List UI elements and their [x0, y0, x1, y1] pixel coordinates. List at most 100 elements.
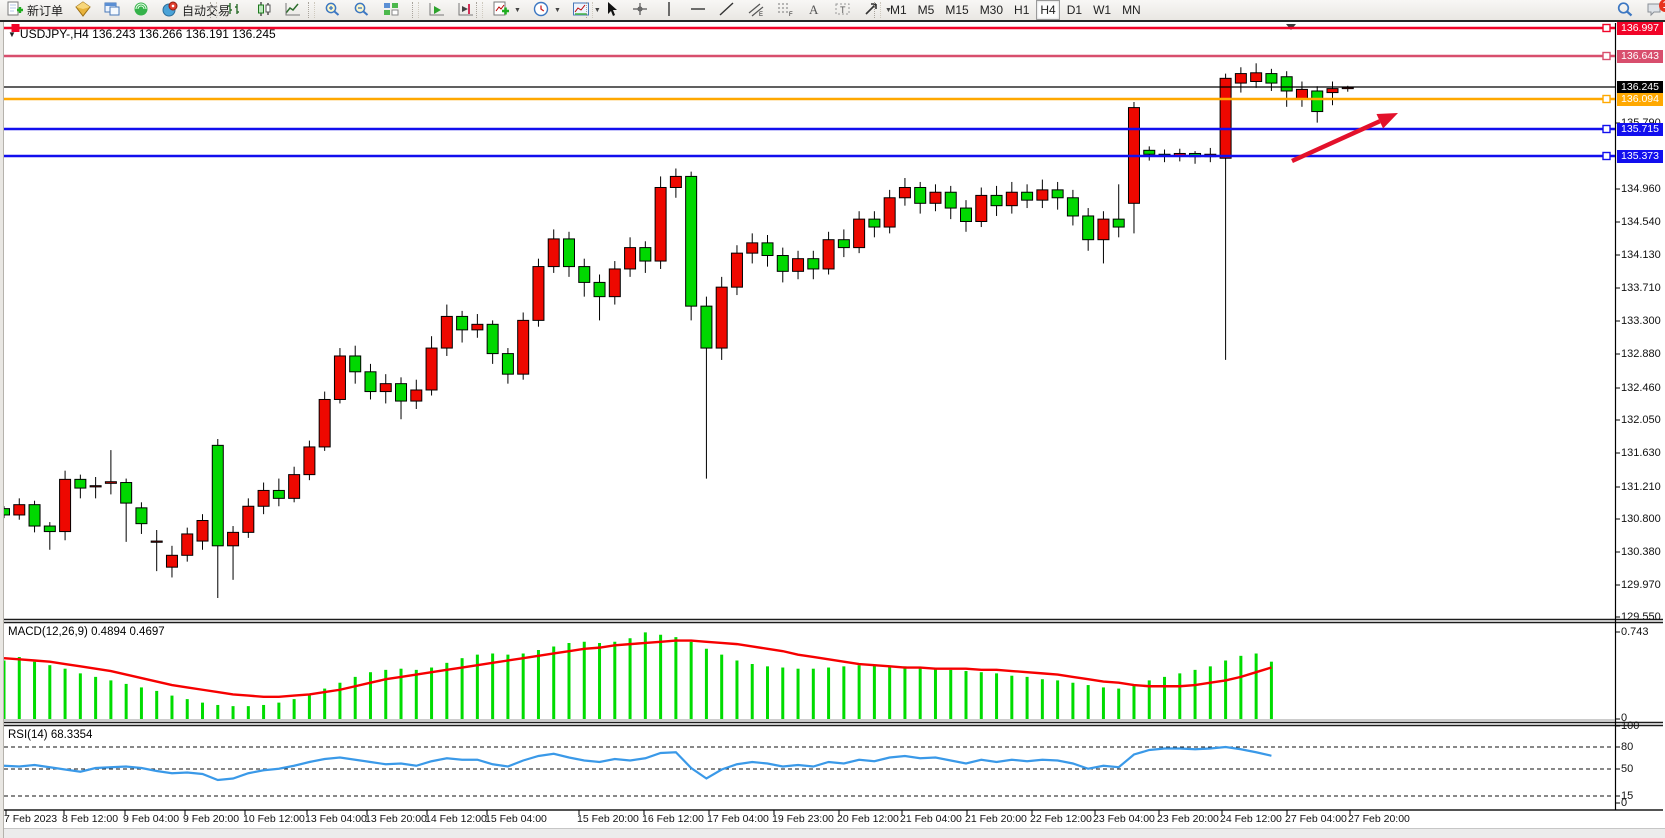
autotrade-icon [162, 1, 178, 16]
price-axis-label[interactable]: 129.970 [1621, 579, 1661, 591]
blue-window-icon [104, 2, 120, 15]
timeframe-h1[interactable]: H1 [1010, 0, 1033, 20]
bar-chart-button[interactable] [222, 0, 248, 20]
date-axis-label[interactable]: 19 Feb 23:00 [772, 813, 834, 825]
timeframe-m30[interactable]: M30 [976, 0, 1007, 20]
timeframe-m15-label: M15 [945, 3, 969, 17]
timeframe-m1[interactable]: M1 [886, 0, 911, 20]
zoom-out-button[interactable] [349, 0, 375, 20]
price-axis-label[interactable]: 132.050 [1621, 414, 1661, 426]
auto-trading-button-label: 自动交易 [182, 3, 231, 18]
bottom-strip [0, 828, 1665, 838]
price-axis-label[interactable]: 130.380 [1621, 546, 1661, 558]
templates-button[interactable]: ▼ [568, 0, 605, 20]
date-axis-label[interactable]: 10 Feb 12:00 [243, 813, 305, 825]
timeframe-h1-label: H1 [1014, 3, 1030, 17]
line-chart-button[interactable] [280, 0, 306, 20]
rsi-level-label: 80 [1621, 741, 1634, 753]
price-axis-label[interactable]: 131.210 [1621, 481, 1661, 493]
notifications-button[interactable]: 1 [1641, 0, 1665, 20]
date-axis-label[interactable]: 15 Feb 04:00 [485, 813, 547, 825]
candle-chart-button[interactable] [251, 0, 277, 20]
auto-scroll-button[interactable] [424, 0, 450, 20]
tile-windows-button[interactable] [378, 0, 404, 20]
price-axis-label[interactable]: 134.960 [1621, 183, 1661, 195]
clock-icon [533, 1, 549, 16]
date-axis-label[interactable]: 13 Feb 04:00 [305, 813, 367, 825]
date-axis-label[interactable]: 20 Feb 12:00 [837, 813, 899, 825]
new-chart-button-dropdown-icon[interactable]: ▼ [514, 6, 521, 14]
date-axis-label[interactable]: 13 Feb 20:00 [365, 813, 427, 825]
price-tag[interactable]: 136.245 [1617, 80, 1663, 94]
price-axis-label[interactable]: 133.300 [1621, 315, 1661, 327]
auto-trading-button[interactable]: 自动交易 [157, 0, 234, 20]
date-axis-label[interactable]: 21 Feb 20:00 [965, 813, 1027, 825]
date-axis-label[interactable]: 22 Feb 12:00 [1030, 813, 1092, 825]
price-axis-label[interactable]: 132.880 [1621, 348, 1661, 360]
data-window-button[interactable] [99, 0, 125, 20]
svg-text:F: F [789, 12, 793, 17]
timeframe-m15[interactable]: M15 [941, 0, 972, 20]
date-axis-label[interactable]: 9 Feb 20:00 [183, 813, 240, 825]
timeframe-w1[interactable]: W1 [1089, 0, 1115, 20]
price-axis-label[interactable]: 134.130 [1621, 249, 1661, 261]
date-axis-label[interactable]: 15 Feb 20:00 [577, 813, 639, 825]
signals-button[interactable] [128, 0, 154, 20]
date-axis-label[interactable]: 21 Feb 04:00 [900, 813, 962, 825]
cursor-tool[interactable] [598, 0, 624, 20]
search-button[interactable] [1612, 0, 1638, 20]
price-tag[interactable]: 135.715 [1617, 122, 1663, 136]
macd-max-label: 0.743 [1621, 626, 1649, 638]
timeframe-d1[interactable]: D1 [1063, 0, 1086, 20]
toolbar-grip [586, 2, 593, 18]
date-axis-label[interactable]: 23 Feb 20:00 [1157, 813, 1219, 825]
vertical-line-tool[interactable] [656, 0, 682, 20]
price-axis-label[interactable]: 132.460 [1621, 382, 1661, 394]
date-axis-label[interactable]: 14 Feb 12:00 [425, 813, 487, 825]
date-axis-label[interactable]: 27 Feb 04:00 [1285, 813, 1347, 825]
periods-button-dropdown-icon[interactable]: ▼ [553, 6, 561, 14]
price-tag[interactable]: 135.373 [1617, 149, 1663, 163]
date-axis-label[interactable]: 23 Feb 04:00 [1093, 813, 1155, 825]
arrows-tool-dropdown-icon[interactable]: ▼ [885, 6, 892, 14]
horizontal-line-tool[interactable] [685, 0, 711, 20]
price-axis-label[interactable]: 131.630 [1621, 447, 1661, 459]
label-tool[interactable]: T [830, 0, 856, 20]
vline-icon [668, 1, 670, 16]
templates-button-dropdown-icon[interactable]: ▼ [593, 6, 601, 14]
label-t-icon: T [835, 3, 850, 15]
fibonacci-tool[interactable]: F [772, 0, 798, 20]
zoom-in-icon [325, 2, 340, 16]
new-order-button[interactable]: 新订单 [2, 0, 67, 20]
market-watch-button[interactable] [70, 0, 96, 20]
new-chart-button[interactable]: ▼ [488, 0, 525, 20]
timeframe-h4[interactable]: H4 [1036, 0, 1060, 20]
price-tag[interactable]: 136.643 [1617, 49, 1663, 63]
price-axis-label[interactable]: 130.800 [1621, 513, 1661, 525]
channel-tool[interactable]: E [743, 0, 769, 20]
price-tag[interactable]: 136.997 [1617, 21, 1663, 35]
zoom-in-button[interactable] [320, 0, 346, 20]
text-tool[interactable]: A [801, 0, 827, 20]
price-tag[interactable]: 136.094 [1617, 92, 1663, 106]
periods-button[interactable]: ▼ [528, 0, 565, 20]
timeframe-mn[interactable]: MN [1118, 0, 1145, 20]
collapse-icon[interactable]: ▼ [8, 30, 16, 39]
price-axis-label[interactable]: 129.550 [1621, 611, 1661, 623]
price-axis-label[interactable]: 133.710 [1621, 282, 1661, 294]
date-axis-label[interactable]: 8 Feb 12:00 [62, 813, 119, 825]
arrow-annotation-head [1376, 113, 1398, 129]
macd-signal-line [3, 639, 1272, 698]
date-axis-label[interactable]: 7 Feb 2023 [4, 813, 58, 825]
timeframe-m5[interactable]: M5 [914, 0, 939, 20]
date-axis-label[interactable]: 27 Feb 20:00 [1348, 813, 1410, 825]
crosshair-tool[interactable] [627, 0, 653, 20]
chart-shift-button[interactable] [453, 0, 479, 20]
date-axis-label[interactable]: 24 Feb 12:00 [1220, 813, 1282, 825]
price-axis-label[interactable]: 134.540 [1621, 216, 1661, 228]
date-axis-label[interactable]: 17 Feb 04:00 [707, 813, 769, 825]
trendline-tool[interactable] [714, 0, 740, 20]
date-axis-label[interactable]: 9 Feb 04:00 [123, 813, 180, 825]
date-axis-label[interactable]: 16 Feb 12:00 [642, 813, 704, 825]
